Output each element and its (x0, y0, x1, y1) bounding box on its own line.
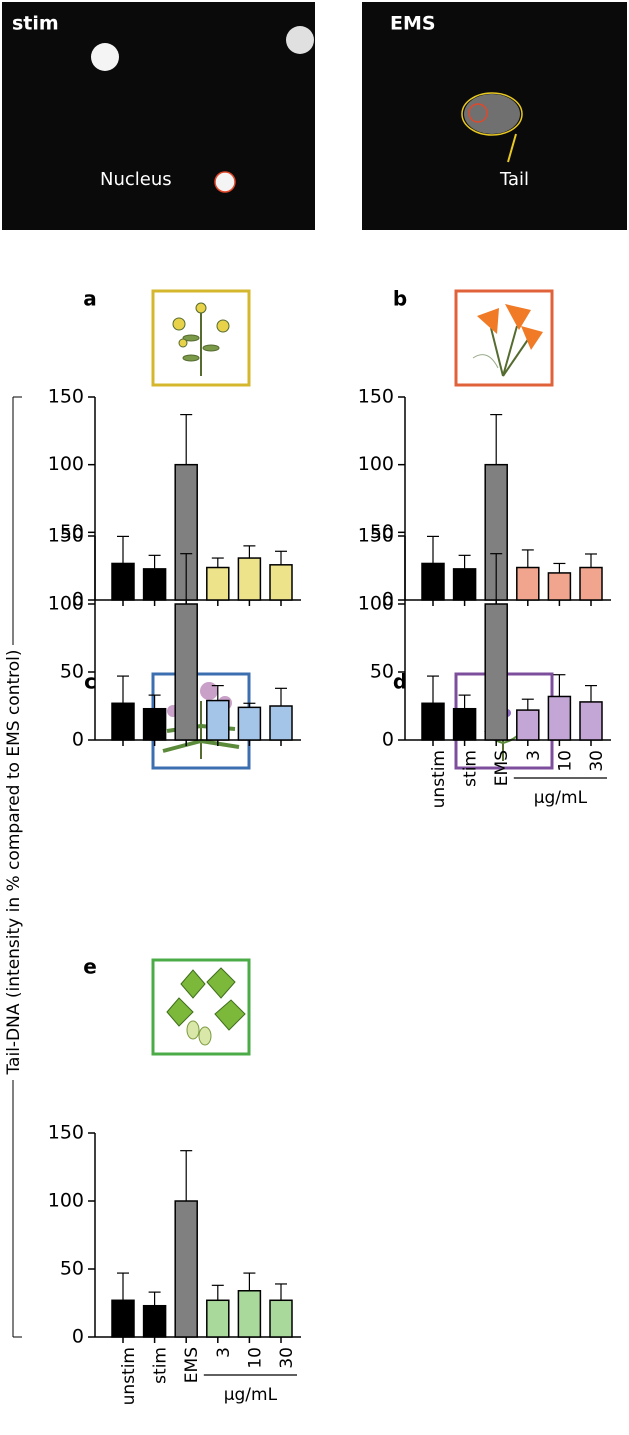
y-tick-label: 100 (358, 593, 394, 615)
bar (421, 702, 445, 741)
x-tick-label: EMS (182, 1347, 202, 1383)
bar (111, 1299, 135, 1338)
bar (516, 566, 540, 601)
x-tick-label: 10 (245, 1347, 265, 1369)
bar (421, 562, 445, 601)
bar (269, 564, 293, 601)
plant-frame (454, 289, 554, 387)
y-tick-label: 50 (60, 661, 84, 683)
bar (142, 707, 167, 741)
group-label: µg/mL (224, 1385, 278, 1405)
y-tick-label: 100 (48, 453, 84, 475)
x-tick-label: stim (151, 1347, 171, 1384)
x-tick-label: 3 (214, 1347, 234, 1358)
y-tick-label: 50 (60, 521, 84, 543)
comet (464, 94, 520, 134)
y-tick-label: 0 (72, 1326, 84, 1348)
group-label: µg/mL (534, 788, 588, 808)
bar (547, 572, 572, 601)
bar (206, 566, 230, 601)
y-tick-label: 150 (48, 386, 84, 408)
x-tick-label: 3 (524, 750, 544, 761)
micrograph-annotation: Nucleus (100, 169, 172, 190)
y-tick-label: 100 (48, 1190, 84, 1212)
y-tick-label: 50 (60, 1258, 84, 1280)
micrograph-label: stim (12, 13, 59, 35)
bar (174, 1200, 198, 1338)
pointer (507, 133, 517, 163)
plant-drawing (166, 967, 246, 1046)
bar (269, 1299, 293, 1338)
micrograph (2, 2, 315, 230)
y-tick-label: 150 (358, 525, 394, 547)
y-tick-label: 0 (72, 729, 84, 751)
plant-drawing (172, 302, 230, 376)
bar (206, 699, 230, 741)
bar (579, 566, 603, 601)
y-tick-label: 0 (382, 729, 394, 751)
y-tick-label: 50 (370, 521, 394, 543)
x-tick-label: unstim (119, 1347, 139, 1405)
x-tick-label: 10 (555, 750, 575, 772)
nucleus-outline (468, 103, 488, 123)
plant-icons (162, 302, 543, 1046)
x-tick-label: unstim (429, 750, 449, 808)
chart-title: a (83, 287, 97, 311)
bar (237, 557, 262, 601)
nucleus-spot (286, 26, 314, 54)
y-tick-label: 150 (48, 1122, 84, 1144)
bar (174, 603, 198, 741)
y-tick-label: 50 (370, 661, 394, 683)
y-tick-label: 100 (358, 453, 394, 475)
y-tick-label: 100 (48, 593, 84, 615)
bar (484, 603, 508, 741)
chart-title: c (84, 670, 96, 694)
y-axis-label: Tail-DNA (intensity in % compared to EMS… (4, 649, 24, 1075)
x-tick-label: 30 (277, 1347, 297, 1369)
chart-title: d (393, 670, 407, 694)
y-tick-label: 150 (358, 386, 394, 408)
tail-outline (461, 92, 523, 136)
y-tick-label: 0 (382, 589, 394, 611)
bar (206, 1299, 230, 1338)
micrograph-label: EMS (390, 13, 436, 35)
x-tick-label: 30 (587, 750, 607, 772)
bar (269, 705, 293, 741)
bar (452, 707, 477, 741)
x-tick-label: EMS (492, 750, 512, 786)
bar (547, 695, 572, 741)
y-tick-label: 150 (48, 525, 84, 547)
plant-drawing (472, 304, 543, 377)
bar (142, 568, 167, 601)
plant-frame (151, 958, 251, 1056)
x-tick-label: stim (461, 750, 481, 787)
nucleus-spot (91, 43, 119, 71)
bar (579, 701, 603, 741)
nucleus-spot (214, 171, 236, 193)
micrograph-annotation: Tail (499, 169, 529, 190)
chart-title: e (83, 955, 97, 979)
bar (237, 706, 262, 741)
bar (237, 1290, 262, 1338)
bar (452, 568, 477, 601)
y-tick-label: 0 (72, 589, 84, 611)
bar (111, 702, 135, 741)
bar (142, 1304, 167, 1338)
plant-frame (151, 289, 251, 387)
bar (111, 562, 135, 601)
bar (516, 709, 540, 741)
chart-title: b (393, 287, 407, 311)
